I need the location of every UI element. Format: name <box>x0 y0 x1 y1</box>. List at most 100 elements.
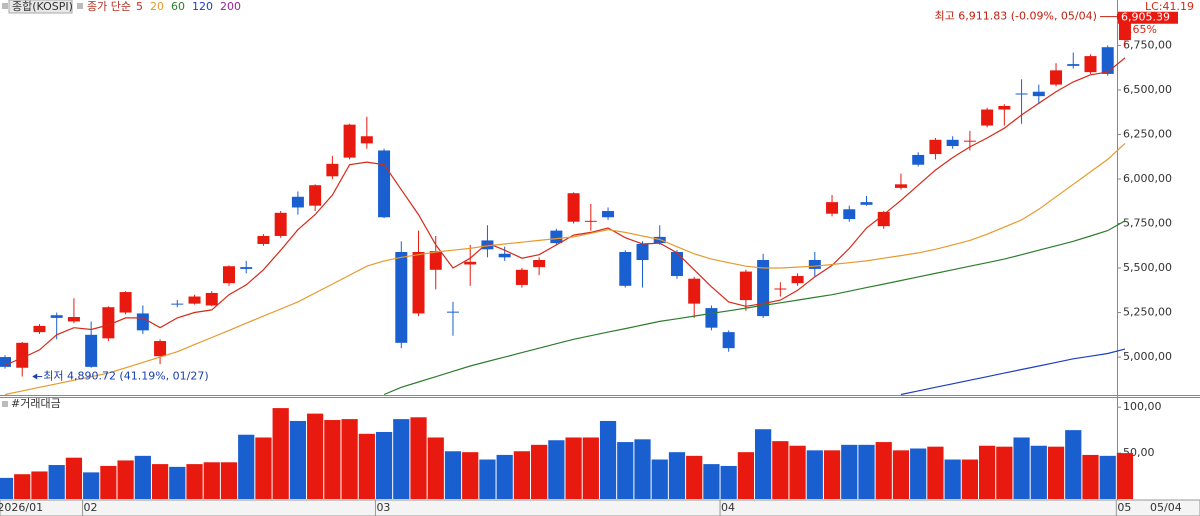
candle-body <box>326 163 339 177</box>
candle-body <box>688 278 701 304</box>
current-price-label: 6,905.39 <box>1121 11 1170 24</box>
y-tick-label: 5,750,00 <box>1123 217 1172 230</box>
candle-body <box>946 139 959 147</box>
volume-bar <box>393 419 410 499</box>
volume-bar <box>427 437 444 499</box>
volume-bar <box>117 460 134 499</box>
volume-bar <box>806 450 823 499</box>
volume-bar <box>272 408 289 499</box>
x-tick-label: 03 <box>376 501 390 514</box>
candle-body <box>550 230 563 244</box>
candle-body <box>533 260 546 268</box>
candle-body <box>808 260 821 269</box>
volume-title: #거래대금 <box>11 397 61 410</box>
candle-body <box>602 211 615 218</box>
x-tick-label: 05 <box>1117 501 1131 514</box>
volume-bar <box>324 420 341 499</box>
legend-entry: 20 <box>150 0 164 13</box>
candle-body <box>515 269 528 285</box>
volume-bar <box>1030 445 1047 499</box>
candle-body <box>791 276 804 284</box>
candle-body <box>929 139 942 155</box>
candle-body <box>774 288 787 290</box>
volume-bar <box>134 455 151 499</box>
volume-bar <box>151 464 169 499</box>
volume-bar <box>1116 453 1134 499</box>
volume-bar <box>875 442 892 499</box>
volume-bar <box>531 444 548 499</box>
volume-bar <box>203 462 220 499</box>
candle-body <box>498 253 511 258</box>
candle-body <box>291 196 304 208</box>
candle-body <box>998 105 1011 110</box>
volume-bar <box>720 465 737 499</box>
volume-bar <box>479 459 496 499</box>
candle-body <box>0 357 11 367</box>
candle-body <box>85 334 98 367</box>
volume-bar <box>375 431 393 499</box>
candle-body <box>240 267 253 269</box>
candle-body <box>619 251 632 286</box>
volume-bar <box>496 454 513 499</box>
volume-bar <box>100 465 117 499</box>
legend-entry: 5 <box>136 0 143 13</box>
volume-bar <box>892 450 910 499</box>
candle-body <box>274 212 287 236</box>
y-tick-label: 5,000,00 <box>1123 350 1172 363</box>
candle-body <box>963 140 976 142</box>
y-tick-label: 6,250,00 <box>1123 127 1172 140</box>
volume-bar <box>961 459 978 499</box>
volume-bar <box>14 474 31 499</box>
volume-bar <box>617 442 634 499</box>
y-tick-label: 6,500,00 <box>1123 83 1172 96</box>
candle-body <box>33 325 46 333</box>
volume-bar <box>186 464 203 499</box>
volume-bar <box>65 457 83 499</box>
date-axis <box>0 499 1200 516</box>
candle-body <box>843 209 856 220</box>
legend-icon <box>2 3 8 9</box>
volume-bar <box>220 462 238 499</box>
ma-line <box>4 142 1126 396</box>
volume-bar <box>341 419 358 499</box>
candle-body <box>567 193 580 222</box>
chart-title: 종합(KOSPI) <box>12 0 73 13</box>
x-tick-label: 04 <box>721 501 735 514</box>
candle-body <box>636 243 649 261</box>
candle-body <box>705 308 718 328</box>
candle-body <box>670 251 683 277</box>
volume-bar <box>651 459 668 499</box>
candle-body <box>1032 91 1045 97</box>
volume-bar <box>0 477 14 499</box>
volume-bar <box>1047 446 1065 499</box>
arrow-head <box>32 373 38 380</box>
candle-body <box>67 316 80 322</box>
x-tick-label: 2026/01 <box>0 501 43 514</box>
volume-bar <box>582 437 599 499</box>
volume-bar <box>444 451 462 499</box>
volume-bar <box>1099 455 1116 499</box>
volume-bar <box>686 455 703 499</box>
candle-body <box>412 251 425 314</box>
candle-body <box>1015 93 1028 95</box>
volume-bar <box>410 417 427 499</box>
y-tick-label: 5,250,00 <box>1123 306 1172 319</box>
y-tick-label: 100,00 <box>1123 400 1162 413</box>
candle-body <box>136 313 149 331</box>
candle-body <box>1067 64 1080 66</box>
candle-body <box>1101 47 1114 74</box>
legend-entry: 60 <box>171 0 185 13</box>
volume-bar <box>255 437 272 499</box>
candle-body <box>757 260 770 317</box>
volume-bar <box>565 437 582 499</box>
volume-bar <box>841 444 858 499</box>
volume-bar <box>307 413 324 499</box>
volume-bar <box>462 452 479 499</box>
candle-body <box>1084 56 1097 73</box>
candle-body <box>257 235 270 244</box>
volume-bar <box>48 465 65 499</box>
volume-bar <box>599 420 617 499</box>
candle-body <box>171 303 184 305</box>
y-tick-label: 5,500,00 <box>1123 261 1172 274</box>
